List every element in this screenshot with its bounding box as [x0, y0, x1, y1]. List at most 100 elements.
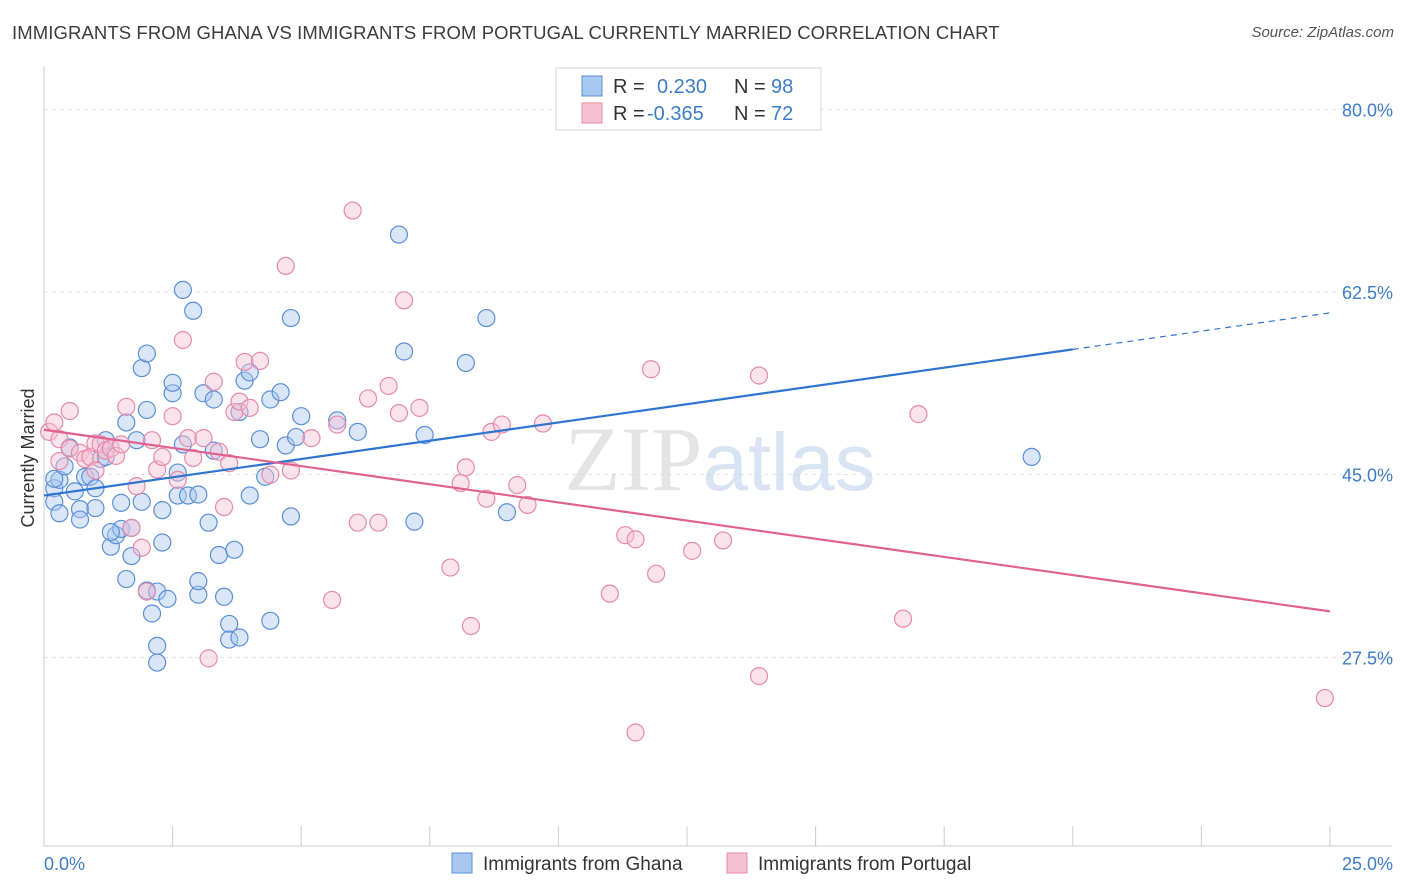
legend-r-label-portugal: R = — [613, 103, 645, 125]
legend-r-value-ghana: 0.230 — [657, 76, 707, 98]
portugal-point-71 — [713, 531, 733, 550]
ghana-point-20 — [112, 493, 131, 512]
bottom-legend-label-portugal: Immigrants from Portugal — [758, 854, 971, 875]
ghana-point-46 — [189, 485, 208, 504]
ghana-point-54 — [214, 587, 234, 606]
ghana-point-28 — [137, 344, 156, 363]
ghana-point-77 — [405, 512, 424, 531]
bottom-legend-label-ghana: Immigrants from Ghana — [483, 854, 683, 875]
portugal-point-5 — [60, 439, 79, 458]
axes — [43, 66, 1392, 847]
portugal-point-24 — [163, 407, 182, 426]
ghana-point-63 — [250, 430, 270, 449]
portugal-point-52 — [394, 291, 414, 310]
ghana-point-35 — [153, 501, 172, 520]
portugal-point-10 — [86, 461, 105, 480]
ghana-point-39 — [163, 373, 182, 392]
y-tick-label-2: 62.5% — [1342, 283, 1393, 303]
portugal-point-58 — [477, 489, 496, 508]
portugal-point-66 — [626, 530, 645, 549]
portugal-point-40 — [261, 465, 280, 484]
portugal-point-25 — [168, 470, 187, 489]
portugal-point-65 — [616, 526, 635, 545]
x-tick-label-1: 25.0% — [1342, 854, 1393, 874]
portugal-point-68 — [641, 360, 661, 379]
series-legend: Immigrants from Ghana Immigrants from Po… — [451, 852, 971, 875]
ghana-point-75 — [389, 225, 409, 244]
portugal-point-30 — [199, 649, 218, 668]
ghana-point-71 — [286, 427, 306, 447]
portugal-point-34 — [220, 454, 239, 473]
ghana-point-69 — [281, 507, 301, 526]
trend-line-portugal — [43, 428, 1331, 613]
series-ghana — [45, 225, 1041, 672]
correlation-legend: R = 0.230 N = 98 R = -0.365 N = 72 — [555, 67, 822, 131]
portugal-point-29 — [194, 429, 213, 448]
portugal-point-4 — [60, 401, 79, 421]
portugal-point-39 — [250, 351, 270, 370]
ghana-point-50 — [199, 513, 218, 532]
legend-r-label-ghana: R = — [613, 76, 645, 98]
portugal-point-50 — [379, 376, 398, 396]
ghana-point-32 — [148, 636, 167, 655]
ghana-point-53 — [209, 545, 228, 565]
portugal-point-56 — [456, 458, 475, 477]
ghana-point-3 — [45, 469, 64, 488]
ghana-point-76 — [394, 342, 414, 361]
ghana-point-51 — [204, 390, 223, 409]
portugal-point-70 — [683, 541, 702, 560]
portugal-point-41 — [276, 256, 295, 275]
ghana-point-36 — [153, 533, 172, 552]
portugal-point-64 — [600, 584, 619, 603]
portugal-point-76 — [1315, 688, 1334, 708]
portugal-point-37 — [235, 352, 254, 372]
portugal-point-45 — [328, 415, 347, 434]
ghana-point-33 — [148, 653, 167, 672]
y-tick-label-0: 27.5% — [1342, 648, 1393, 668]
ghana-point-74 — [348, 422, 367, 441]
ghana-point-45 — [184, 301, 203, 320]
legend-swatch-ghana — [581, 75, 603, 97]
trend-line-ghana — [43, 348, 1073, 497]
y-axis-title: Currently Married — [18, 388, 38, 527]
bottom-legend-swatch-ghana — [451, 852, 473, 874]
portugal-point-57 — [461, 616, 481, 636]
chart-title: IMMIGRANTS FROM GHANA VS IMMIGRANTS FROM… — [12, 22, 1000, 43]
portugal-point-51 — [389, 403, 409, 423]
trend-line-ghana-extension — [1072, 312, 1331, 350]
ghana-point-55 — [220, 614, 239, 634]
portugal-point-26 — [173, 330, 192, 350]
y-tick-label-3: 80.0% — [1342, 100, 1393, 120]
portugal-point-19 — [132, 538, 151, 557]
ghana-point-6 — [50, 504, 69, 523]
legend-n-label-portugal: N = — [734, 103, 766, 125]
ghana-point-49 — [194, 384, 213, 403]
ghana-point-31 — [142, 604, 162, 623]
ghana-point-29 — [137, 400, 156, 420]
ghana-point-10 — [76, 467, 95, 486]
ghana-point-70 — [281, 308, 301, 328]
portugal-point-16 — [117, 397, 136, 416]
portugal-point-15 — [112, 435, 131, 454]
watermark: ZIPatlas — [564, 408, 875, 510]
ghana-point-25 — [127, 431, 146, 450]
legend-n-value-portugal: 72 — [771, 103, 793, 125]
ghana-point-37 — [158, 589, 177, 608]
portugal-point-20 — [137, 582, 156, 601]
source-note: Source: ZipAtlas.com — [1251, 24, 1394, 41]
ghana-point-66 — [261, 611, 280, 630]
ghana-point-67 — [271, 383, 290, 402]
portugal-point-54 — [441, 558, 460, 577]
ghana-point-81 — [497, 503, 517, 522]
legend-r-value-portugal: -0.365 — [647, 103, 704, 125]
ghana-point-79 — [456, 353, 475, 373]
portugal-point-27 — [178, 429, 198, 448]
ghana-point-83 — [101, 522, 120, 542]
portugal-point-69 — [647, 564, 666, 583]
portugal-point-73 — [749, 366, 769, 385]
portugal-point-2 — [50, 451, 69, 471]
ghana-point-43 — [173, 280, 192, 299]
portugal-point-48 — [358, 389, 378, 408]
ghana-point-38 — [163, 384, 182, 403]
